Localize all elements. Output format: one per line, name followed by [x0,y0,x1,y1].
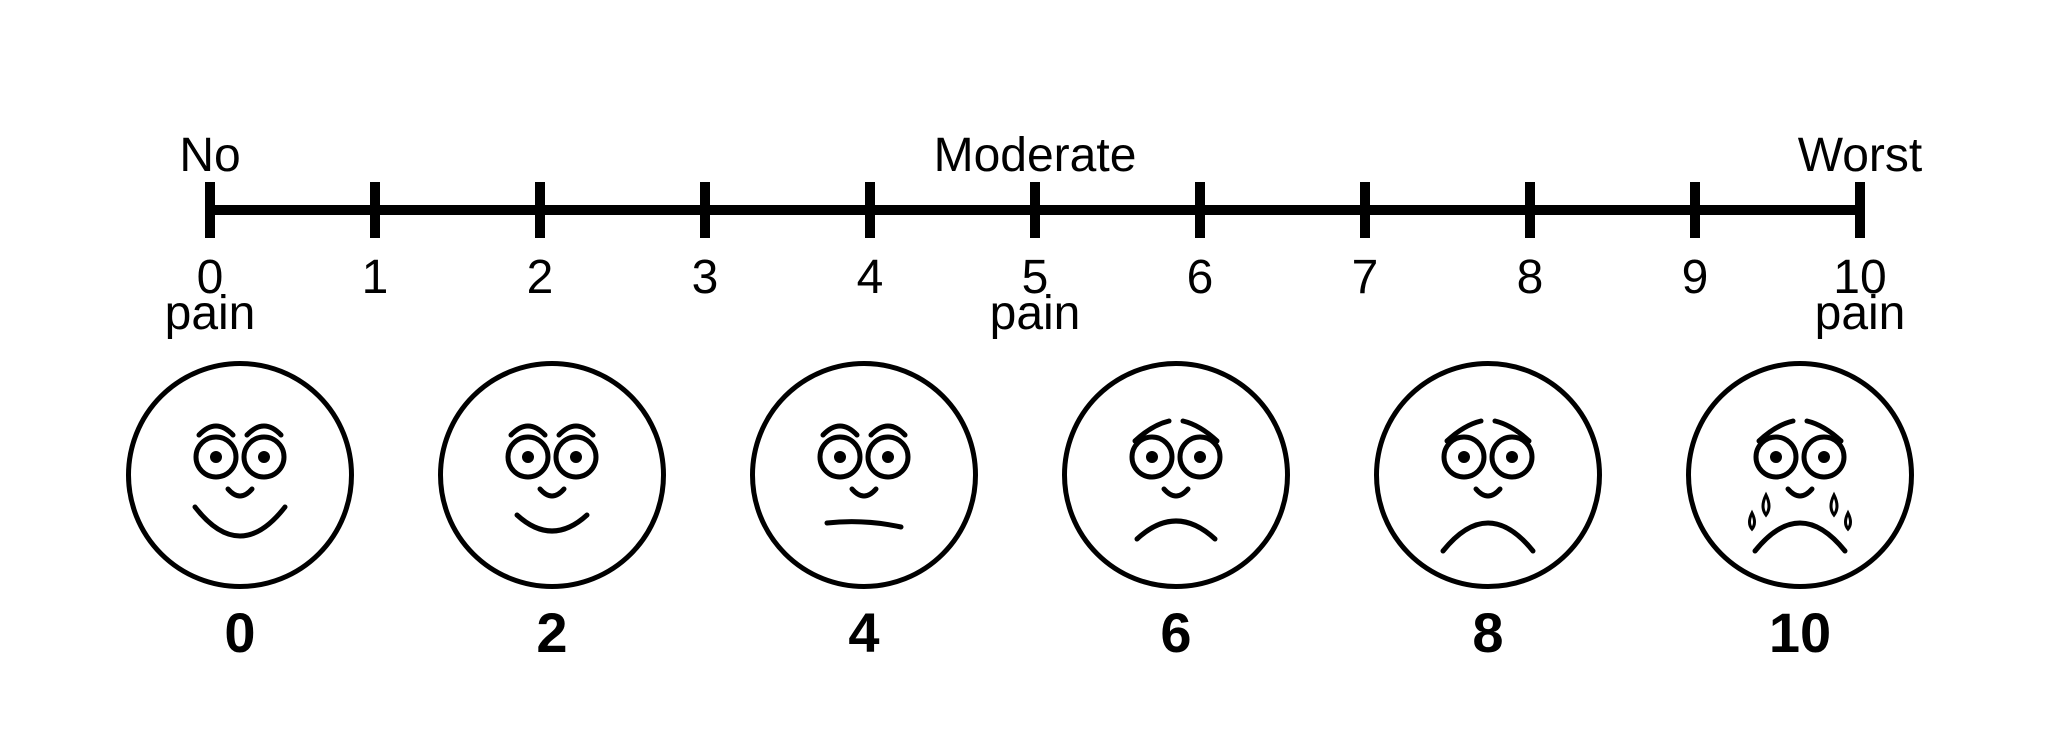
face-icon [125,360,355,590]
tick-label-4: 4 [857,250,884,305]
tick-label-7: 7 [1352,250,1379,305]
face-4: 4 [749,360,979,665]
face-value: 2 [437,600,667,665]
face-icon [437,360,667,590]
tick-label-2: 2 [527,250,554,305]
tick-label-9: 9 [1682,250,1709,305]
tick-label-10: 10 [1833,250,1886,305]
face-icon [749,360,979,590]
face-value: 6 [1061,600,1291,665]
face-8: 8 [1373,360,1603,665]
tick-label-1: 1 [362,250,389,305]
face-6: 6 [1061,360,1291,665]
face-icon [1373,360,1603,590]
tick-label-6: 6 [1187,250,1214,305]
face-value: 0 [125,600,355,665]
tick-label-0: 0 [197,250,224,305]
tick-label-5: 5 [1022,250,1049,305]
face-value: 10 [1685,600,1915,665]
face-2: 2 [437,360,667,665]
face-value: 8 [1373,600,1603,665]
face-value: 4 [749,600,979,665]
face-icon [1061,360,1291,590]
pain-scale-diagram: No pain Moderate pain Worst pain 0123456… [0,0,2048,750]
tick-label-8: 8 [1517,250,1544,305]
tick-label-3: 3 [692,250,719,305]
face-icon [1685,360,1915,590]
face-0: 0 [125,360,355,665]
face-10: 10 [1685,360,1915,665]
